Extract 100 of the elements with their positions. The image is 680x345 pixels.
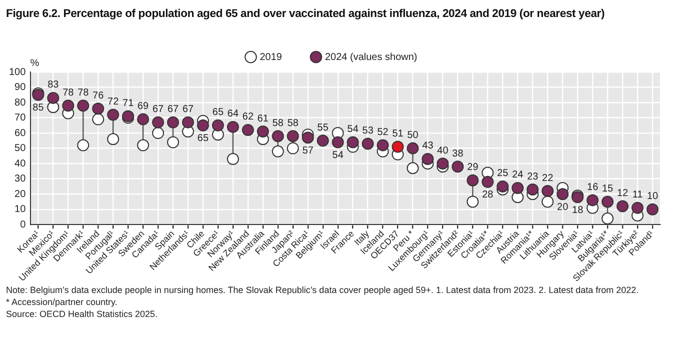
y-tick-label: 10 — [14, 204, 26, 216]
point — [302, 132, 314, 144]
point — [406, 162, 419, 174]
data-label: 83 — [48, 80, 60, 91]
point — [482, 176, 494, 188]
data-label: 85 — [32, 102, 44, 114]
point — [47, 92, 60, 104]
point — [556, 188, 569, 200]
y-tick-label: 50 — [14, 143, 26, 154]
point — [226, 120, 239, 133]
point — [272, 130, 284, 142]
data-label: 11 — [632, 190, 644, 201]
data-label: 71 — [122, 98, 134, 110]
point — [392, 140, 404, 153]
y-tick-label: 100 — [8, 66, 26, 78]
point — [466, 196, 479, 208]
data-label: 69 — [138, 101, 150, 112]
point — [376, 139, 389, 152]
data-label: 12 — [616, 188, 629, 200]
point — [586, 194, 599, 206]
y-tick-label: 20 — [14, 188, 26, 200]
point — [107, 133, 120, 146]
data-label: 22 — [542, 172, 554, 184]
data-label: 65 — [197, 133, 209, 144]
point — [272, 145, 284, 158]
data-label: 78 — [62, 87, 74, 98]
point — [77, 139, 90, 152]
data-label: 67 — [152, 104, 164, 116]
legend-label: 2024 (values shown) — [324, 52, 418, 63]
data-label: 65 — [212, 107, 224, 118]
data-label: 62 — [242, 112, 254, 123]
y-axis-title: % — [30, 58, 40, 69]
y-tick-label: 40 — [14, 158, 26, 170]
point — [422, 152, 434, 165]
data-label: 67 — [167, 104, 180, 116]
point — [436, 158, 449, 170]
point — [542, 196, 554, 208]
data-label: 10 — [646, 191, 659, 202]
data-label: 38 — [452, 148, 464, 160]
point — [632, 202, 644, 214]
text: Note: Belgium’s data exclude people in nursing homes. The Slovak Republic’s data cover people aged 59+. 1. Latest data from 2023. 2. Latest data from 2022. — [6, 284, 640, 296]
data-label: 61 — [257, 113, 269, 124]
data-label: 18 — [572, 204, 584, 216]
point — [316, 134, 329, 147]
data-label: 43 — [422, 140, 434, 152]
point — [77, 100, 90, 112]
point — [452, 160, 464, 173]
data-label: 58 — [272, 118, 284, 129]
point — [346, 136, 359, 148]
y-tick-label: 80 — [14, 97, 26, 108]
data-label: 64 — [227, 108, 239, 120]
point — [137, 139, 150, 152]
point — [332, 136, 344, 148]
data-label: 53 — [362, 125, 374, 136]
text: * Accession/partner country. — [6, 296, 118, 308]
y-tick-label: 60 — [14, 128, 26, 139]
data-label: 78 — [78, 87, 90, 98]
point — [92, 113, 104, 126]
data-label: 55 — [317, 122, 329, 134]
data-label: 15 — [602, 183, 614, 194]
point — [167, 136, 180, 148]
data-label: 72 — [108, 96, 120, 108]
data-label: 23 — [527, 171, 539, 182]
y-tick-label: 30 — [14, 174, 26, 185]
point — [542, 185, 554, 198]
y-tick-label: 90 — [14, 82, 26, 94]
point — [512, 182, 524, 194]
point — [242, 124, 254, 136]
source-note: Source: OECD Health Statistics 2025. — [6, 308, 159, 320]
point — [466, 174, 479, 186]
legend-label: 2019 — [260, 52, 282, 63]
point — [496, 180, 509, 192]
y-tick-label: 70 — [14, 112, 26, 124]
point — [362, 138, 374, 150]
data-label: 54 — [347, 124, 359, 135]
data-label: 52 — [377, 127, 389, 138]
point — [182, 116, 194, 128]
point — [212, 119, 224, 132]
point — [107, 108, 120, 121]
y-tick-label: 0 — [20, 219, 26, 230]
data-label: 67 — [182, 104, 194, 116]
point — [286, 130, 299, 142]
data-label: 76 — [92, 90, 104, 102]
point — [406, 142, 419, 154]
point — [226, 152, 239, 165]
point — [137, 113, 150, 126]
data-label: 54 — [332, 150, 344, 161]
point — [602, 196, 614, 208]
data-label: 20 — [557, 202, 569, 213]
data-label: 51 — [392, 128, 404, 140]
point — [152, 116, 164, 128]
point — [616, 200, 629, 212]
data-label: 25 — [497, 168, 509, 180]
point — [196, 119, 209, 132]
point — [152, 127, 164, 140]
chart-title: Figure 6.2. Percentage of population aged 65 and over vaccinated against influenza, 2024 and 2019 (or nearest year) — [5, 7, 606, 22]
point — [92, 102, 104, 115]
data-label: 29 — [467, 162, 479, 174]
point — [167, 116, 180, 128]
data-label: 57 — [302, 145, 314, 156]
